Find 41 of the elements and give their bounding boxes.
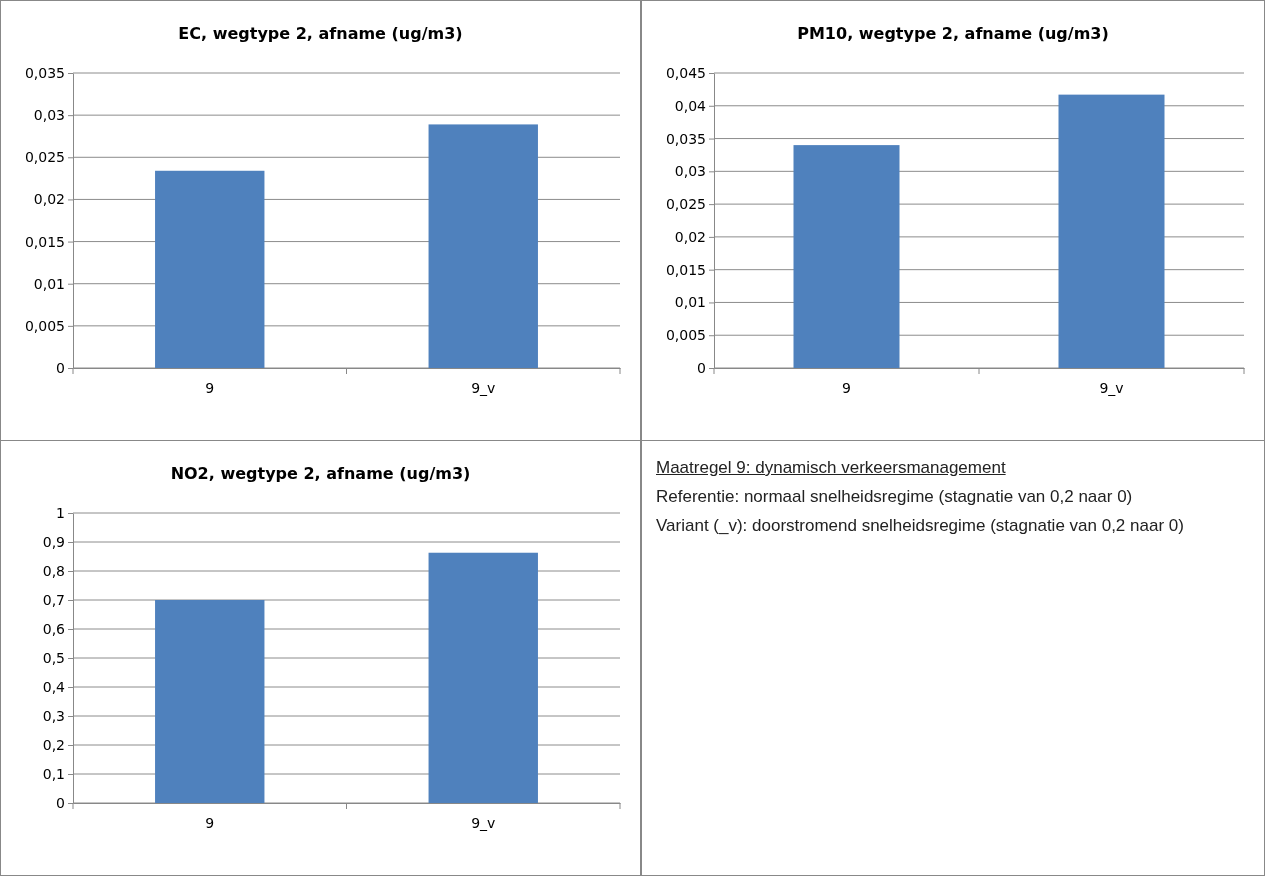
y-tick-label: 0,3 — [42, 707, 65, 724]
x-tick-label: 9_v — [1099, 380, 1124, 397]
text: Referentie: normaal snelheidsregime (stagnatie van 0,2 naar 0) — [656, 486, 1134, 508]
y-tick-label: 0,1 — [42, 765, 65, 782]
y-tick-label: 1 — [56, 504, 65, 521]
y-tick-label: 0,01 — [33, 275, 65, 292]
chart-title: NO2, wegtype 2, afname (ug/m3) — [170, 464, 471, 483]
y-tick-label: 0,8 — [42, 562, 65, 579]
y-tick-label: 0,5 — [42, 649, 65, 666]
y-tick-label: 0,4 — [42, 678, 66, 695]
y-tick-label: 0,035 — [24, 64, 65, 81]
x-tick-label: 9 — [205, 815, 215, 832]
y-tick-label: 0,2 — [42, 736, 65, 753]
y-tick-label: 0,015 — [24, 233, 65, 250]
y-tick-label: 0,6 — [42, 620, 66, 637]
x-tick-label: 9 — [842, 380, 851, 397]
y-tick-label: 0,02 — [33, 191, 65, 208]
y-tick-label: 0 — [697, 359, 706, 376]
y-tick-label: 0,9 — [42, 533, 65, 550]
y-tick-label: 0,035 — [665, 130, 706, 147]
y-tick-label: 0,015 — [665, 261, 706, 278]
y-tick-label: 0,025 — [665, 196, 706, 213]
y-tick-label: 0 — [56, 794, 65, 811]
text: Variant (_v): doorstromend snelheidsregime (stagnatie van 0,2 naar 0) — [656, 515, 1185, 537]
y-tick-label: 0,7 — [42, 591, 65, 608]
y-tick-label: 0,025 — [24, 149, 65, 166]
y-tick-label: 0,02 — [674, 228, 706, 245]
x-tick-label: 9 — [205, 380, 215, 397]
y-tick-label: 0,01 — [674, 294, 706, 311]
y-tick-label: 0,005 — [665, 327, 706, 344]
y-tick-label: 0,03 — [33, 107, 65, 124]
y-tick-label: 0,045 — [665, 64, 706, 81]
x-tick-label: 9_v — [471, 815, 496, 832]
y-tick-label: 0,03 — [674, 163, 706, 180]
y-tick-label: 0 — [56, 359, 65, 376]
y-tick-label: 0,005 — [24, 317, 65, 334]
y-tick-label: 0,04 — [674, 97, 707, 114]
chart-title: PM10, wegtype 2, afname (ug/m3) — [797, 24, 1109, 43]
chart-title: EC, wegtype 2, afname (ug/m3) — [178, 24, 463, 43]
x-tick-label: 9_v — [471, 380, 496, 397]
text: Maatregel 9: dynamisch verkeersmanagement — [656, 457, 1007, 479]
